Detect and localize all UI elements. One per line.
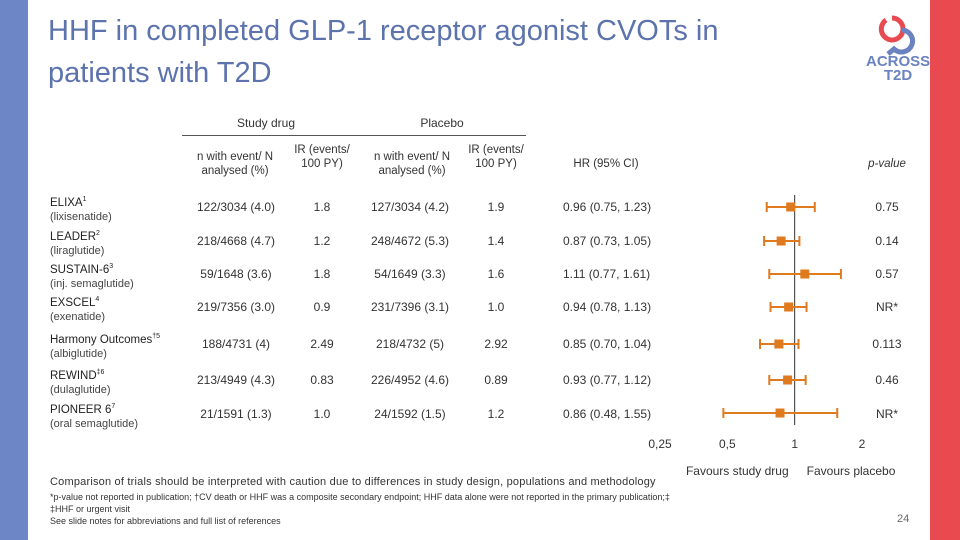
col-placebo-ir: IR (events/ 100 PY) [468, 144, 524, 170]
pvalue-0: 0.75 [875, 200, 899, 214]
trial-name-2: SUSTAIN-63 (inj. semaglutide) [50, 263, 134, 290]
hr-point-3 [784, 302, 794, 312]
drug-ir-1: 1.2 [313, 234, 331, 248]
drug-ir-3: 0.9 [313, 300, 331, 314]
hr-text-0: 0.96 (0.75, 1.23) [563, 200, 652, 214]
hr-point-1 [776, 236, 786, 246]
col-hr: HR (95% CI) [573, 158, 639, 170]
drug-n-3: 219/7356 (3.0) [196, 300, 276, 314]
logo-text: ACROSS T2D [866, 53, 931, 84]
hr-text-3: 0.94 (0.78, 1.13) [563, 300, 652, 314]
placebo-n-1: 248/4672 (5.3) [370, 234, 450, 248]
pvalue-2: 0.57 [875, 267, 899, 281]
drug-n-2: 59/1648 (3.6) [200, 267, 272, 281]
header-study-drug: Study drug [236, 116, 296, 130]
footnote-definitions: *p-value not reported in publication; †C… [50, 492, 670, 514]
hr-point-2 [800, 269, 810, 279]
tick-label-1: 0,5 [719, 437, 736, 451]
page-number: 24 [897, 513, 910, 525]
favours-study-drug-label: Favours study drug [686, 464, 789, 478]
drug-ir-4: 2.49 [310, 337, 334, 351]
header-placebo: Placebo [420, 116, 464, 130]
col-drug-n: n with event/ N analysed (%) [196, 151, 274, 177]
pvalue-5: 0.46 [875, 373, 899, 387]
col-drug-ir: IR (events/ 100 PY) [294, 144, 350, 170]
trial-name-6: PIONEER 67 (oral semaglutide) [50, 403, 139, 430]
pvalue-4: 0.113 [872, 337, 902, 351]
placebo-ir-3: 1.0 [487, 300, 505, 314]
placebo-n-0: 127/3034 (4.2) [370, 200, 450, 214]
hr-point-6 [775, 408, 785, 418]
logo-text-line2: T2D [883, 67, 913, 84]
study-drug-divider [182, 135, 358, 136]
left-accent-bar [0, 0, 28, 540]
drug-n-0: 122/3034 (4.0) [196, 200, 276, 214]
drug-n-6: 21/1591 (1.3) [200, 407, 272, 421]
placebo-ir-1: 1.4 [487, 234, 505, 248]
drug-n-5: 213/4949 (4.3) [196, 373, 276, 387]
trial-name-5: REWIND‡6 (dulaglutide) [50, 369, 111, 396]
trial-name-0: ELIXA1 (lixisenatide) [50, 196, 112, 223]
across-t2d-logo [878, 15, 915, 56]
col-placebo-n: n with event/ N analysed (%) [373, 151, 451, 177]
drug-ir-2: 1.8 [313, 267, 331, 281]
pvalue-1: 0.14 [875, 234, 899, 248]
footnote-caution: Comparison of trials should be interpret… [50, 476, 656, 488]
slide-title: HHF in completed GLP-1 receptor agonist … [48, 15, 719, 89]
hr-text-1: 0.87 (0.73, 1.05) [563, 234, 652, 248]
trial-name-3: EXSCEL4 (exenatide) [50, 296, 106, 323]
drug-ir-0: 1.8 [313, 200, 331, 214]
pvalue-3: NR* [875, 300, 898, 314]
hr-text-2: 1.11 (0.77, 1.61) [563, 267, 651, 281]
col-pvalue: p-value [868, 158, 906, 170]
placebo-ir-2: 1.6 [487, 267, 505, 281]
footnote-slide-notes: See slide notes for abbreviations and fu… [50, 516, 281, 526]
placebo-n-6: 24/1592 (1.5) [374, 407, 446, 421]
drug-ir-5: 0.83 [310, 373, 334, 387]
drug-ir-6: 1.0 [313, 407, 331, 421]
placebo-ir-4: 2.92 [484, 337, 508, 351]
hr-point-5 [783, 375, 793, 385]
right-accent-bar [930, 0, 960, 540]
favours-placebo-label: Favours placebo [807, 464, 896, 478]
hr-text-4: 0.85 (0.70, 1.04) [563, 337, 652, 351]
placebo-n-2: 54/1649 (3.3) [374, 267, 446, 281]
pvalue-6: NR* [875, 407, 898, 421]
hr-text-5: 0.93 (0.77, 1.12) [563, 373, 652, 387]
placebo-ir-0: 1.9 [487, 200, 505, 214]
tick-label-2: 1 [791, 437, 798, 451]
tick-label-3: 2 [859, 437, 866, 451]
hr-point-4 [774, 339, 784, 349]
placebo-ir-5: 0.89 [484, 373, 508, 387]
placebo-divider [358, 135, 526, 136]
trial-name-4: Harmony Outcomes†5 (albiglutide) [50, 333, 161, 360]
hr-text-6: 0.86 (0.48, 1.55) [563, 407, 652, 421]
drug-n-4: 188/4731 (4) [201, 337, 271, 351]
tick-label-0: 0,25 [648, 437, 672, 451]
placebo-n-5: 226/4952 (4.6) [370, 373, 450, 387]
trial-name-1: LEADER2 (liraglutide) [50, 230, 105, 257]
placebo-n-3: 231/7396 (3.1) [370, 300, 450, 314]
logo-text-line1: ACROSS [866, 53, 931, 70]
hr-point-0 [786, 202, 796, 212]
drug-n-1: 218/4668 (4.7) [196, 234, 276, 248]
placebo-ir-6: 1.2 [487, 407, 505, 421]
placebo-n-4: 218/4732 (5) [375, 337, 445, 351]
